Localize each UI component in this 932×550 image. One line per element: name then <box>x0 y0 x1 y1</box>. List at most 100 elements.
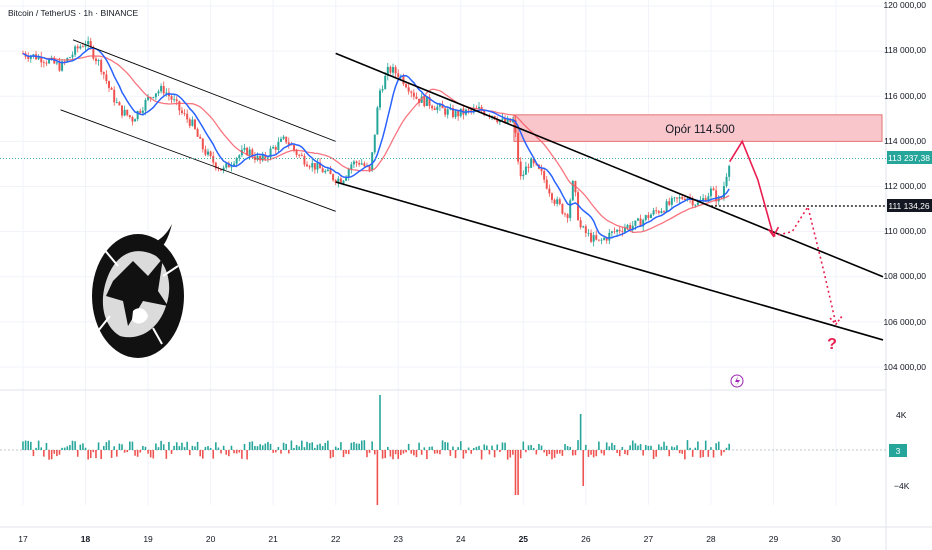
volume-bar <box>689 447 691 450</box>
candle-body <box>110 87 113 90</box>
volume-bar <box>704 440 707 450</box>
candle-body <box>626 225 629 228</box>
volume-bar <box>337 447 340 450</box>
volume-bar <box>587 450 590 457</box>
candle-body <box>358 163 361 165</box>
candle-body <box>160 85 163 92</box>
volume-bar <box>415 450 418 458</box>
candle-body <box>136 110 139 120</box>
volume-bar <box>556 450 558 454</box>
price-tick-label: 120 000,00 <box>883 0 926 10</box>
price-tick-label: 114 000,00 <box>884 136 926 146</box>
candle-body <box>149 97 152 98</box>
volume-bar <box>381 450 384 459</box>
candle-body <box>118 102 121 106</box>
candle-body <box>392 67 395 73</box>
candle-body <box>636 218 639 221</box>
candle-body <box>634 220 637 226</box>
volume-bar <box>598 441 600 450</box>
volume-bar <box>543 450 545 453</box>
candle-body <box>152 97 155 99</box>
candle-body <box>368 166 371 171</box>
candle-body <box>556 199 559 204</box>
candle-body <box>397 73 400 78</box>
candle-body <box>438 104 441 107</box>
volume-bar <box>355 443 358 450</box>
volume-bar <box>506 450 509 460</box>
volume-bar <box>334 446 337 450</box>
candle-body <box>517 132 520 162</box>
candle-body <box>128 115 131 118</box>
time-tick-label: 17 <box>18 534 28 544</box>
volume-bar <box>577 440 579 450</box>
candle-body <box>457 111 460 117</box>
candle-body <box>209 151 212 157</box>
candle-body <box>121 105 124 116</box>
volume-bar <box>639 444 642 450</box>
candle-body <box>433 108 436 110</box>
candle-body <box>311 163 314 168</box>
volume-bar <box>207 446 209 450</box>
candle-body <box>282 136 285 139</box>
time-tick-label: 26 <box>581 534 591 544</box>
volume-bar <box>459 441 462 450</box>
moving-averages <box>22 47 730 239</box>
volume-bar <box>191 445 194 450</box>
volume-bar <box>389 450 392 457</box>
volume-bar <box>441 440 444 450</box>
volume-bar <box>697 441 699 450</box>
candle-body <box>37 56 40 60</box>
candle-body <box>623 227 626 232</box>
projection-solid-line <box>729 139 775 237</box>
candle-body <box>131 117 134 122</box>
trendline <box>72 39 336 142</box>
candle-body <box>337 178 340 183</box>
lightning-icon[interactable] <box>730 374 744 388</box>
candle-body <box>530 158 533 168</box>
resistance-zone <box>513 114 883 142</box>
time-tick-label: 19 <box>143 534 153 544</box>
volume-bar <box>45 442 48 450</box>
volume-bar <box>433 450 436 454</box>
candle-body <box>352 161 355 165</box>
candle-body <box>227 163 230 168</box>
volume-bar <box>454 450 457 459</box>
volume-bar <box>551 450 553 460</box>
volume-bar <box>486 445 488 450</box>
volume-bar <box>95 450 97 459</box>
candle-body <box>139 110 142 113</box>
candle-body <box>519 161 522 177</box>
volume-bar <box>129 441 131 450</box>
candle-body <box>527 166 530 168</box>
candle-body <box>451 108 454 118</box>
candle-body <box>470 109 473 111</box>
candle-body <box>345 176 348 181</box>
candle-body <box>298 154 301 156</box>
volume-bar <box>444 442 446 450</box>
volume-bar <box>712 450 715 458</box>
candle-body <box>233 163 236 166</box>
volume-bar <box>32 450 35 457</box>
volume-bar <box>74 441 76 450</box>
candle-body <box>506 118 509 124</box>
price-tick-label: 104 000,00 <box>883 362 926 372</box>
candle-body <box>204 149 207 155</box>
candle-body <box>694 204 697 206</box>
candle-body <box>504 118 507 124</box>
volume-bar <box>50 450 53 460</box>
volume-bar <box>131 441 134 450</box>
candle-body <box>420 96 423 103</box>
time-axis: 17 18 19 20 21 22 23 24 25 26 27 28 29 30 <box>18 534 841 544</box>
candle-body <box>621 231 624 232</box>
volume-bar <box>347 450 350 455</box>
candle-body <box>605 238 608 241</box>
volume-bar <box>728 443 730 450</box>
candle-body <box>545 179 548 189</box>
time-tick-label: 20 <box>206 534 216 544</box>
candle-body <box>441 104 444 109</box>
volume-bar <box>308 443 311 450</box>
time-tick-label: 27 <box>644 534 654 544</box>
volume-bar <box>353 442 355 450</box>
volume-tick-label: 4K <box>896 410 907 420</box>
